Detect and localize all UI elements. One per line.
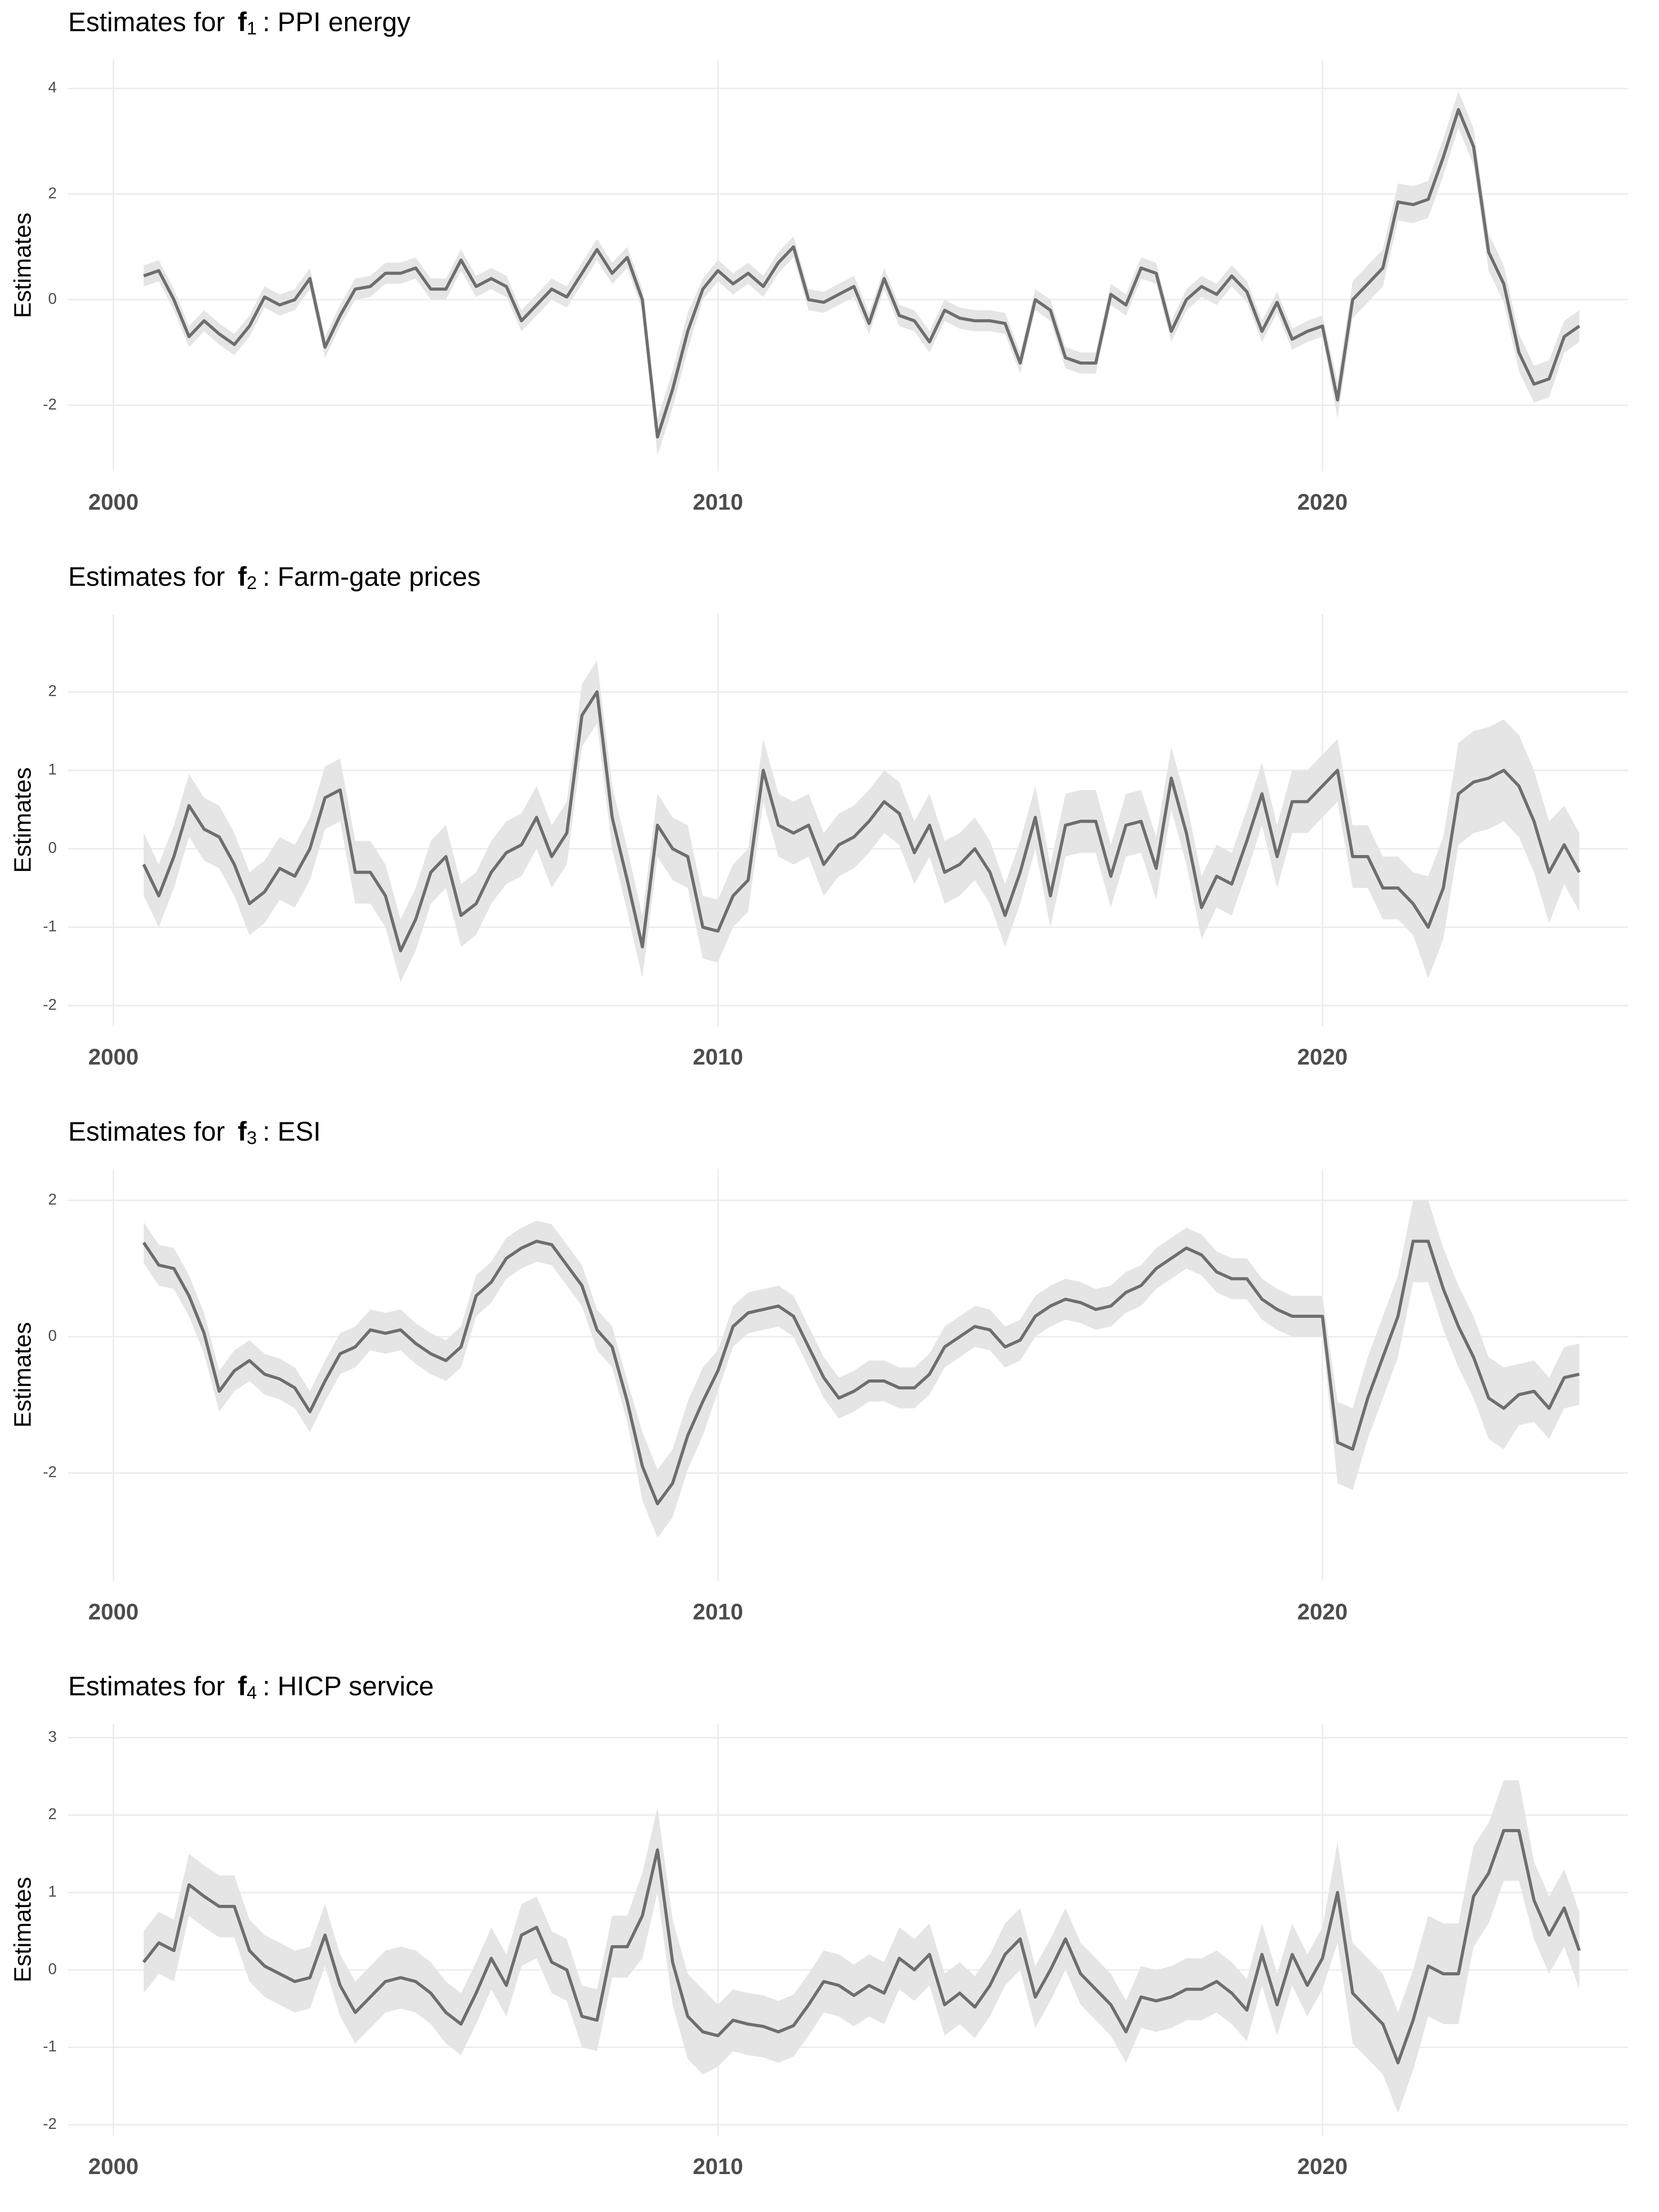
x-tick-label: 2010 [693, 490, 743, 515]
title-index: 2 [247, 573, 257, 594]
y-tick-label: 0 [48, 1961, 57, 1978]
x-tick-label: 2010 [693, 2154, 743, 2179]
title-suffix: : HICP service [263, 1672, 434, 1702]
y-tick-label: -2 [43, 996, 57, 1013]
x-tick-label: 2000 [88, 1599, 139, 1624]
y-axis-label: Estimates [8, 1322, 36, 1428]
y-tick-label: -1 [43, 2038, 57, 2055]
title-symbol: f [238, 1672, 247, 1702]
panel-title: Estimates for f3 : ESI [68, 1117, 321, 1148]
y-tick-label: 0 [48, 839, 57, 856]
x-tick-label: 2020 [1297, 1599, 1348, 1624]
y-tick-label: 1 [48, 761, 57, 778]
estimate-line [142, 1239, 1580, 1505]
estimate-line [142, 690, 1581, 952]
title-index: 1 [247, 18, 257, 39]
title-symbol: f [238, 1117, 247, 1147]
x-tick-label: 2020 [1297, 490, 1348, 515]
y-tick-label: 3 [48, 1728, 57, 1746]
y-tick-label: -2 [43, 396, 57, 413]
y-axis-label: Estimates [8, 767, 36, 873]
x-tick-label: 2010 [693, 1045, 743, 1070]
y-tick-label: 1 [48, 1883, 57, 1900]
y-tick-label: 0 [48, 290, 57, 308]
estimate-line [142, 1829, 1581, 2065]
title-prefix: Estimates for [68, 7, 225, 37]
y-tick-label: 4 [48, 79, 57, 96]
title-suffix: : ESI [263, 1117, 321, 1147]
y-axis-label: Estimates [8, 213, 36, 318]
confidence-band [143, 1780, 1579, 2113]
panel-title: Estimates for f1 : PPI energy [68, 7, 410, 39]
y-tick-label: 2 [48, 184, 57, 202]
title-symbol: f [238, 562, 247, 592]
title-prefix: Estimates for [68, 1672, 225, 1702]
panel-title: Estimates for f4 : HICP service [68, 1672, 434, 1703]
y-tick-label: 2 [48, 682, 57, 700]
estimate-line [143, 108, 1580, 439]
confidence-band [143, 1200, 1579, 1538]
title-prefix: Estimates for [68, 562, 225, 592]
y-tick-label: 2 [48, 1806, 57, 1823]
title-suffix: : PPI energy [263, 7, 411, 37]
x-tick-label: 2000 [88, 1045, 139, 1070]
y-tick-label: -1 [43, 918, 57, 935]
title-prefix: Estimates for [68, 1117, 225, 1147]
title-index: 3 [247, 1128, 257, 1148]
confidence-band [143, 91, 1579, 456]
x-tick-label: 2010 [693, 1599, 743, 1624]
x-tick-label: 2020 [1297, 1045, 1348, 1070]
confidence-band [143, 660, 1579, 982]
title-index: 4 [247, 1682, 257, 1703]
y-tick-label: -2 [43, 2115, 57, 2132]
title-suffix: : Farm-gate prices [263, 562, 481, 592]
y-axis-label: Estimates [8, 1877, 36, 1983]
panel-title: Estimates for f2 : Farm-gate prices [68, 562, 480, 593]
x-tick-label: 2020 [1297, 2154, 1348, 2179]
y-tick-label: 2 [48, 1191, 57, 1208]
title-symbol: f [238, 7, 247, 37]
y-tick-label: -2 [43, 1464, 57, 1481]
x-tick-label: 2000 [88, 490, 139, 515]
x-tick-label: 2000 [88, 2154, 139, 2179]
y-tick-label: 0 [48, 1327, 57, 1344]
